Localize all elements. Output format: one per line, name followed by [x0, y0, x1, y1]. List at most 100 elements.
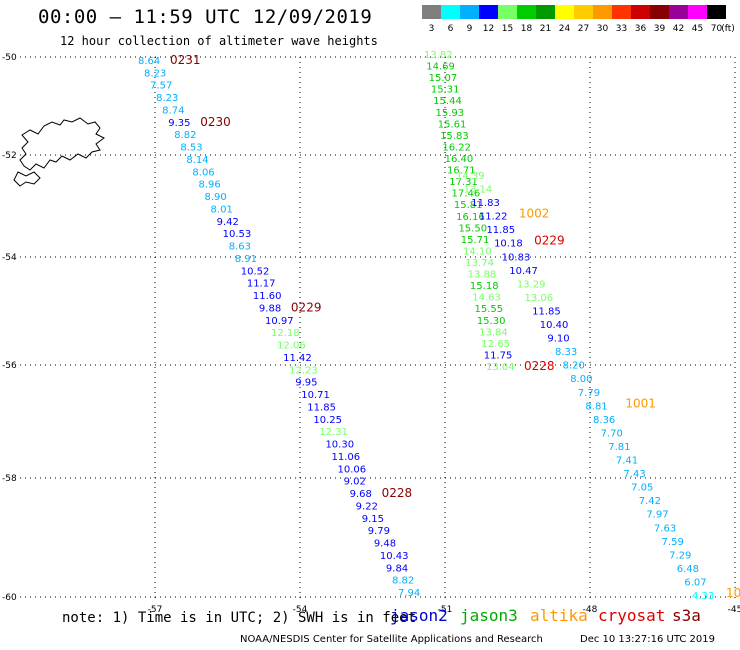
legend-swatch-70	[707, 5, 726, 19]
track-middle-swh-value: 12.65	[481, 339, 510, 350]
footer-note: note: 1) Time is in UTC; 2) SWH is in fe…	[62, 610, 417, 626]
track-left-swh-value: 11.60	[253, 291, 282, 302]
track-left-swh-value: 8.82	[392, 576, 414, 587]
track-left-swh-value: 8.64	[138, 56, 160, 67]
track-left-swh-value: 9.95	[295, 378, 317, 389]
track-left-swh-value: 11.06	[331, 452, 360, 463]
track-left-swh-value: 8.82	[174, 130, 196, 141]
satellite-altika: altika	[530, 606, 588, 625]
legend-label-15: 15	[502, 24, 513, 34]
track-left-swh-value: 11.42	[283, 353, 312, 364]
track-left-swh-value: 9.48	[374, 539, 396, 550]
track-right-swh-value: 11.22	[479, 212, 508, 223]
track-left-swh-value: 9.35	[168, 118, 190, 129]
map-title: 00:00 – 11:59 UTC 12/09/2019	[38, 6, 373, 28]
track-left-swh-value: 9.42	[217, 217, 239, 228]
track-left-swh-value: 8.63	[229, 242, 251, 253]
satellite-jason2: jason2	[390, 606, 448, 625]
track-right-swh-value: 7.05	[631, 483, 653, 494]
track-middle-swh-value: 15.55	[475, 304, 504, 315]
track-middle-swh-value: 16.22	[442, 142, 471, 153]
track-middle-swh-value: 15.07	[429, 73, 458, 84]
legend-label-33: 33	[616, 24, 627, 34]
legend-label-3: 3	[429, 24, 435, 34]
legend-swatch-12	[479, 5, 498, 19]
track-right-swh-value: 6.07	[684, 577, 706, 588]
track-middle-swh-value: 15.18	[470, 281, 499, 292]
track-left-swh-value: 10.43	[380, 551, 409, 562]
track-middle-swh-value: 11.75	[484, 350, 513, 361]
track-right-time-label: 10	[726, 586, 740, 600]
track-right-swh-value: 7.81	[608, 442, 630, 453]
track-right-swh-value: 7.59	[662, 537, 684, 548]
track-left-swh-value: 10.30	[325, 440, 354, 451]
legend-swatch-18	[517, 5, 536, 19]
track-left-swh-value: 8.90	[205, 192, 227, 203]
lon-label: -54	[293, 605, 308, 615]
lat-label: -54	[2, 253, 17, 263]
track-left-swh-value: 8.01	[211, 204, 233, 215]
track-right-swh-value: 13.29	[517, 279, 546, 290]
track-right-swh-value: 7.42	[639, 496, 661, 507]
lat-lon-grid: -57 -54 -51 -48 -45 -50 -52 -54 -56 -58 -60	[2, 53, 740, 615]
track-middle-swh-value: 16.40	[445, 154, 474, 165]
legend-swatch-30	[593, 5, 612, 19]
track-right-swh-value: 7.41	[616, 456, 638, 467]
legend-label-39: 39	[654, 24, 666, 34]
track-left-swh-value: 9.88	[259, 303, 281, 314]
track-right-swh-value: 13.14	[464, 185, 493, 196]
track-left-swh-value: 12.23	[289, 365, 318, 376]
legend-swatch-45	[688, 5, 707, 19]
track-middle-swh-value: 15.31	[431, 85, 460, 96]
legend-label-21: 21	[540, 24, 551, 34]
track-left-swh-value: 8.06	[192, 167, 214, 178]
track-right-time-label: 1002	[519, 207, 550, 221]
coastline-east	[19, 117, 105, 171]
lat-label: -60	[2, 593, 17, 603]
track-left-swh-value: 10.71	[301, 390, 330, 401]
track-middle-swh-value: 13.88	[468, 270, 497, 281]
track-middle-swh-value: 15.61	[438, 119, 467, 130]
track-middle-swh-value: 13.84	[479, 327, 508, 338]
legend-unit: (ft)	[721, 24, 735, 34]
lon-label: -57	[148, 605, 163, 615]
track-left-swh-value: 7.94	[398, 588, 420, 599]
legend-label-45: 45	[692, 24, 703, 34]
track-right-swh-value: 8.33	[555, 347, 577, 358]
track-middle-swh-value: 15.44	[433, 96, 462, 107]
color-legend: 3 6 9 12 15 18 21 24 27 30 33 36 39 42 45 70(ft)	[422, 5, 735, 34]
track-middle-swh-value: 14.69	[426, 62, 455, 73]
track-right-swh-value: 8.00	[570, 374, 592, 385]
track-right-swh-value: 13.06	[525, 293, 554, 304]
track-right-swh-value: 10.18	[494, 239, 523, 250]
track-middle-swh-value: 15.30	[477, 316, 506, 327]
track-middle-swh-value: 17.31	[449, 177, 478, 188]
satellite-jason3: jason3	[460, 606, 518, 625]
track-left-swh-value: 9.22	[356, 501, 378, 512]
track-left-swh-value: 10.06	[338, 464, 367, 475]
generation-timestamp: Dec 10 13:27:16 UTC 2019	[580, 634, 715, 645]
legend-swatch-27	[574, 5, 593, 19]
legend-swatch-36	[631, 5, 650, 19]
track-right-swh-value: 7.70	[601, 428, 623, 439]
track-left-swh-value: 9.15	[362, 514, 384, 525]
track-right-swh-value: 7.29	[669, 550, 691, 561]
track-left-swh-value: 8.23	[144, 68, 166, 79]
track-left-swh-value: 10.97	[265, 316, 294, 327]
track-left-swh-value: 7.57	[150, 81, 172, 92]
track-middle-swh-value: 13.74	[465, 258, 494, 269]
track-left-swh-value: 12.18	[271, 328, 300, 339]
track-right-swh-value: 7.97	[646, 510, 668, 521]
lon-label: -48	[583, 605, 598, 615]
lat-label: -50	[2, 53, 17, 63]
legend-swatch-24	[555, 5, 574, 19]
track-left-swh-value: 11.85	[307, 402, 336, 413]
lon-label: -45	[728, 605, 740, 615]
lat-label: -58	[2, 474, 17, 484]
track-right-swh-value: 8.36	[593, 415, 615, 426]
track-left-swh-value: 8.91	[235, 254, 257, 265]
track-left-swh-value: 8.96	[198, 180, 220, 191]
track-right-swh-value: 14.39	[456, 171, 485, 182]
